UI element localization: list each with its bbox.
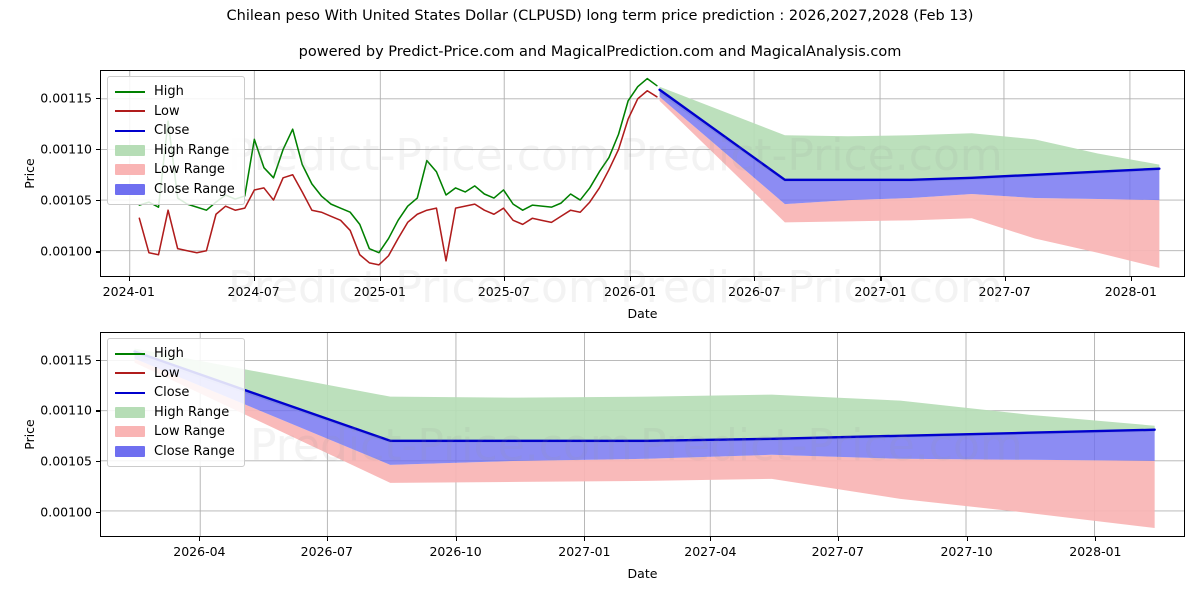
- y-tick-label: 0.00105: [40, 453, 92, 469]
- legend-item-low[interactable]: Low: [115, 364, 235, 384]
- legend-swatch-line-icon: [115, 125, 145, 137]
- legend-item-close-range[interactable]: Close Range: [115, 180, 235, 200]
- x-tick-mark: [837, 537, 839, 541]
- x-tick-label: 2027-10: [940, 544, 993, 559]
- y-tick-mark: [96, 461, 100, 463]
- x-tick-label: 2027-07: [978, 284, 1031, 299]
- legend-swatch-line-icon: [115, 367, 145, 379]
- y-tick-label: 0.00115: [40, 352, 92, 368]
- legend-label: Low Range: [154, 162, 225, 178]
- x-tick-mark: [1095, 537, 1097, 541]
- legend-label: High: [154, 346, 184, 362]
- legend-label: Low Range: [154, 424, 225, 440]
- bottom-chart-canvas: [101, 333, 1184, 536]
- legend-label: Close: [154, 123, 190, 139]
- legend-label: Close Range: [154, 443, 235, 459]
- y-axis-title: Price: [21, 157, 37, 189]
- x-tick-label: 2027-01: [558, 544, 611, 559]
- y-tick-mark: [96, 410, 100, 412]
- x-tick-label: 2027-01: [854, 284, 907, 299]
- y-tick-label: 0.00110: [40, 402, 92, 418]
- top-chart-legend: High Low Close High Range Low Range Close Ran…: [107, 76, 245, 205]
- x-tick-label: 2026-10: [429, 544, 482, 559]
- x-tick-label: 2025-07: [477, 284, 531, 299]
- x-tick-label: 2024-07: [227, 284, 280, 299]
- x-tick-mark: [326, 537, 328, 541]
- legend-swatch-patch-icon: [115, 445, 145, 457]
- x-tick-mark: [455, 537, 457, 541]
- legend-swatch-line-icon: [115, 86, 145, 98]
- x-tick-label: 2025-01: [353, 284, 406, 299]
- chart-subtitle: powered by Predict-Price.com and Magical…: [298, 44, 902, 60]
- x-tick-label: 2027-04: [684, 544, 737, 559]
- legend-label: Low: [154, 365, 180, 381]
- x-tick-label: 2026-07: [728, 284, 781, 299]
- legend-label: Close Range: [154, 181, 235, 197]
- legend-item-high-range[interactable]: High Range: [115, 141, 235, 161]
- legend-swatch-line-icon: [115, 387, 145, 399]
- x-tick-mark: [966, 537, 968, 541]
- x-tick-mark: [710, 537, 712, 541]
- legend-item-high[interactable]: High: [115, 82, 235, 102]
- legend-swatch-patch-icon: [115, 406, 145, 418]
- chart-title: Chilean peso With United States Dollar (…: [226, 8, 974, 24]
- legend-label: Low: [154, 103, 180, 119]
- y-tick-mark: [96, 200, 100, 202]
- legend-swatch-patch-icon: [115, 164, 145, 176]
- legend-label: Close: [154, 385, 190, 401]
- x-tick-mark: [128, 277, 130, 281]
- x-tick-mark: [379, 277, 381, 281]
- x-axis-title: Date: [627, 306, 658, 321]
- x-tick-label: 2026-04: [173, 544, 226, 559]
- y-tick-mark: [96, 359, 100, 361]
- legend-label: High: [154, 84, 184, 100]
- legend-swatch-patch-icon: [115, 144, 145, 156]
- x-tick-label: 2027-07: [811, 544, 864, 559]
- y-tick-label: 0.00110: [40, 141, 92, 157]
- y-tick-mark: [96, 149, 100, 151]
- legend-item-high-range[interactable]: High Range: [115, 403, 235, 423]
- legend-swatch-patch-icon: [115, 183, 145, 195]
- x-tick-label: 2026-01: [604, 284, 657, 299]
- y-tick-mark: [96, 251, 100, 253]
- y-tick-mark: [96, 98, 100, 100]
- legend-item-close[interactable]: Close: [115, 383, 235, 403]
- legend-label: High Range: [154, 404, 230, 420]
- legend-label: High Range: [154, 142, 230, 158]
- legend-swatch-line-icon: [115, 348, 145, 360]
- y-tick-label: 0.00100: [40, 243, 92, 259]
- legend-item-low-range[interactable]: Low Range: [115, 422, 235, 442]
- x-tick-mark: [880, 277, 882, 281]
- legend-item-close-range[interactable]: Close Range: [115, 442, 235, 462]
- x-tick-mark: [199, 537, 201, 541]
- x-tick-mark: [1130, 277, 1132, 281]
- y-axis-title: Price: [21, 418, 37, 450]
- top-chart-canvas: [101, 71, 1184, 276]
- bottom-chart-legend: High Low Close High Range Low Range Close Ran…: [107, 338, 245, 467]
- x-tick-mark: [754, 277, 756, 281]
- x-tick-mark: [503, 277, 506, 281]
- y-tick-label: 0.00115: [40, 90, 92, 106]
- x-tick-label: 2028-01: [1069, 544, 1122, 559]
- x-tick-label: 2024-01: [102, 284, 155, 299]
- y-tick-mark: [96, 511, 100, 513]
- x-tick-label: 2028-01: [1104, 284, 1157, 299]
- x-axis-title: Date: [627, 566, 658, 581]
- bottom-chart-plot-area: [100, 332, 1185, 537]
- legend-swatch-line-icon: [115, 105, 145, 117]
- legend-item-low-range[interactable]: Low Range: [115, 160, 235, 180]
- x-tick-mark: [630, 277, 632, 281]
- legend-item-high[interactable]: High: [115, 344, 235, 364]
- top-chart-plot-area: [100, 70, 1185, 277]
- legend-item-low[interactable]: Low: [115, 102, 235, 122]
- legend-item-close[interactable]: Close: [115, 121, 235, 141]
- x-tick-mark: [253, 277, 255, 281]
- y-tick-label: 0.00105: [40, 192, 92, 208]
- legend-swatch-patch-icon: [115, 426, 145, 438]
- x-tick-mark: [1004, 277, 1006, 281]
- x-tick-mark: [584, 537, 586, 541]
- y-tick-label: 0.00100: [40, 504, 92, 520]
- x-tick-label: 2026-07: [300, 544, 353, 559]
